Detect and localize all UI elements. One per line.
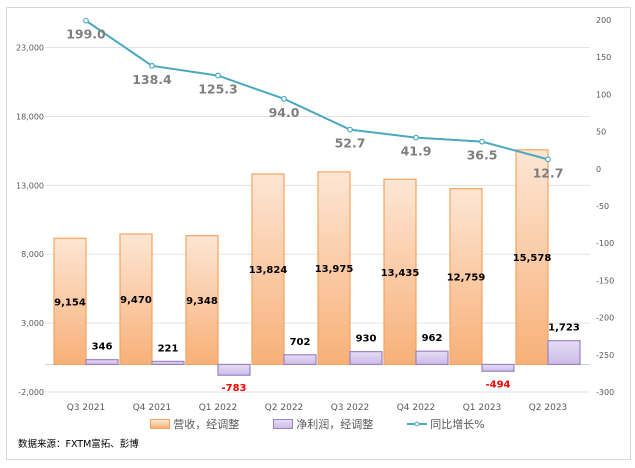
revenue-bar <box>53 237 87 366</box>
growth-data-label: 52.7 <box>335 136 366 151</box>
revenue-data-label: 13,435 <box>381 268 420 279</box>
right-tick-label: -200 <box>596 314 614 323</box>
right-tick-label: 200 <box>596 16 611 25</box>
growth-point <box>479 138 485 145</box>
net-profit-data-label: 346 <box>92 342 113 353</box>
left-tick-label: 18,000 <box>16 112 44 121</box>
growth-data-label: 36.5 <box>467 148 498 163</box>
net-profit-data-label: -783 <box>221 383 246 394</box>
net-profit-bar <box>151 360 185 366</box>
growth-data-label: 125.3 <box>198 82 238 97</box>
net-profit-bar <box>547 340 581 366</box>
category-label: Q4 2022 <box>397 403 436 413</box>
revenue-bar <box>515 149 549 366</box>
legend-label: 同比增长% <box>430 418 485 431</box>
revenue-bar <box>317 171 351 366</box>
growth-point <box>215 72 221 79</box>
growth-point <box>83 17 89 24</box>
right-tick-label: 50 <box>596 128 606 137</box>
revenue-bar <box>383 178 417 366</box>
net-profit-bar <box>283 354 317 366</box>
growth-data-label: 199.0 <box>66 27 106 42</box>
legend: 营收，经调整 净利润，经调整 同比增长% <box>0 416 635 432</box>
category-label: Q4 2021 <box>133 403 172 413</box>
legend-item-revenue[interactable]: 营收，经调整 <box>150 416 239 432</box>
net-profit-bar <box>349 351 383 366</box>
net-profit-data-label: 221 <box>158 343 179 354</box>
right-tick-label: -50 <box>596 202 609 211</box>
growth-point <box>545 156 551 163</box>
legend-label: 营收，经调整 <box>173 418 240 431</box>
net-profit-data-label: 930 <box>356 334 377 345</box>
revenue-data-label: 13,824 <box>249 265 288 276</box>
revenue-data-label: 9,154 <box>54 297 86 308</box>
left-tick-label: 13,000 <box>16 181 44 190</box>
revenue-data-label: 15,578 <box>513 253 552 264</box>
growth-data-label: 94.0 <box>269 105 300 120</box>
net-profit-data-label: -494 <box>485 379 510 390</box>
net-profit-bar <box>415 350 449 366</box>
growth-point <box>413 134 419 141</box>
legend-swatch-net-profit <box>273 419 294 429</box>
legend-line-marker-icon <box>407 421 428 427</box>
growth-data-label: 41.9 <box>401 144 432 159</box>
left-tick-label: 8,000 <box>21 250 44 259</box>
net-profit-bar <box>217 363 251 376</box>
legend-label: 净利润，经调整 <box>296 418 374 431</box>
revenue-bar <box>449 188 483 366</box>
right-tick-label: 0 <box>596 165 601 174</box>
source-note: 数据来源：FXTM富拓、彭博 <box>18 439 139 450</box>
growth-point <box>347 126 353 133</box>
legend-swatch-revenue <box>150 419 171 429</box>
legend-item-yoy-growth[interactable]: 同比增长% <box>407 416 485 432</box>
right-tick-label: -250 <box>596 351 614 360</box>
category-label: Q1 2022 <box>199 403 238 413</box>
growth-data-label: 138.4 <box>132 72 172 87</box>
growth-point <box>281 95 287 102</box>
right-tick-label: -100 <box>596 239 614 248</box>
growth-line <box>85 19 549 161</box>
left-tick-label: -2,000 <box>18 388 44 397</box>
category-label: Q2 2022 <box>265 403 304 413</box>
net-profit-bar <box>85 359 119 366</box>
right-tick-label: 150 <box>596 53 611 62</box>
net-profit-bar <box>481 363 515 372</box>
category-label: Q3 2022 <box>331 403 370 413</box>
revenue-bar <box>251 173 285 366</box>
right-tick-label: -150 <box>596 276 614 285</box>
revenue-bar <box>119 233 153 366</box>
revenue-data-label: 9,348 <box>186 296 218 307</box>
growth-point <box>149 62 155 69</box>
category-label: Q2 2023 <box>529 403 568 413</box>
revenue-bar <box>185 235 219 366</box>
growth-data-label: 12.7 <box>533 165 564 180</box>
revenue-data-label: 9,470 <box>120 295 152 306</box>
left-tick-label: 23,000 <box>16 44 44 53</box>
legend-item-net-profit[interactable]: 净利润，经调整 <box>273 416 373 432</box>
category-label: Q3 2021 <box>67 403 106 413</box>
revenue-data-label: 12,759 <box>447 273 486 284</box>
left-tick-label: 3,000 <box>21 319 44 328</box>
net-profit-data-label: 1,723 <box>548 323 580 334</box>
net-profit-data-label: 962 <box>422 333 443 344</box>
net-profit-data-label: 702 <box>290 337 311 348</box>
revenue-data-label: 13,975 <box>315 264 354 275</box>
category-label: Q1 2023 <box>463 403 502 413</box>
right-tick-label: 100 <box>596 90 611 99</box>
right-tick-label: -300 <box>596 388 614 397</box>
